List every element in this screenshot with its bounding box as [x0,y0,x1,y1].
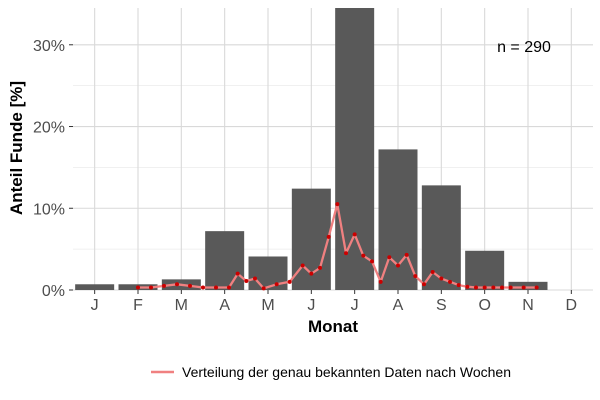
x-tick-label: F [133,297,143,314]
sample-size-annotation: n = 290 [497,39,551,56]
x-tick-label: J [351,297,359,314]
weekly-data-point [188,283,192,288]
weekly-data-point [422,282,426,287]
x-tick-label: J [91,297,99,314]
weekly-data-point [521,285,526,290]
weekly-data-point [309,271,314,276]
y-tick-label: 10% [33,201,65,218]
bar [421,185,461,290]
bar [205,231,245,290]
x-tick-label: A [219,297,230,314]
weekly-data-point [413,274,418,279]
weekly-data-point [361,253,366,258]
bar [75,284,115,290]
weekly-data-point [274,282,279,287]
weekly-data-point [261,286,266,291]
y-tick-label: 0% [42,283,65,300]
weekly-data-point [439,276,444,281]
line-layer [136,202,539,291]
bar [335,8,375,290]
weekly-data-point [244,279,249,284]
weekly-data-point [253,276,257,281]
x-tick-label: D [566,297,578,314]
weekly-data-point [482,285,487,290]
weekly-data-point [352,232,357,237]
weekly-data-point [335,202,340,207]
weekly-data-point [378,279,383,284]
weekly-data-point [235,271,240,276]
weekly-data-point [508,285,513,290]
x-tick-label: J [307,297,315,314]
x-tick-label: S [436,297,447,314]
weekly-data-point [201,285,205,290]
weekly-data-point [500,285,504,290]
weekly-data-point [404,252,409,257]
weekly-data-point [534,285,539,290]
weekly-data-point [326,234,331,239]
weekly-data-point [344,251,348,256]
weekly-data-point [465,284,470,289]
weekly-data-point [396,263,400,268]
weekly-data-point [214,285,218,290]
weekly-data-point [387,255,392,260]
weekly-data-point [448,279,452,284]
x-tick-label: M [261,297,274,314]
x-tick-label: A [393,297,404,314]
y-axis-ticks: 0% 10% 20% 30% [33,38,73,300]
weekly-data-point [318,265,322,270]
weekly-data-point [162,283,166,288]
weekly-data-point [287,279,292,284]
x-tick-label: N [522,297,534,314]
y-tick-label: 20% [33,120,65,137]
legend-label: Verteilung der genau bekannten Daten nac… [182,364,511,380]
bar [248,256,288,290]
weekly-data-point [300,263,305,268]
weekly-data-point [227,285,231,290]
x-tick-label: M [175,297,188,314]
weekly-data-point [474,285,478,290]
y-axis-title: Anteil Funde [%] [7,81,26,215]
weekly-data-point [370,259,374,264]
weekly-data-point [491,285,496,290]
weekly-data-point [456,283,461,288]
weekly-data-point [136,285,140,290]
bar [465,250,505,290]
bar [508,281,548,290]
weekly-data-point [149,285,153,290]
x-tick-label: O [478,297,490,314]
x-axis-title: Monat [308,317,358,336]
y-tick-label: 30% [33,38,65,55]
legend: Verteilung der genau bekannten Daten nac… [151,364,511,380]
weekly-data-point [430,270,435,275]
weekly-data-point [175,282,179,287]
